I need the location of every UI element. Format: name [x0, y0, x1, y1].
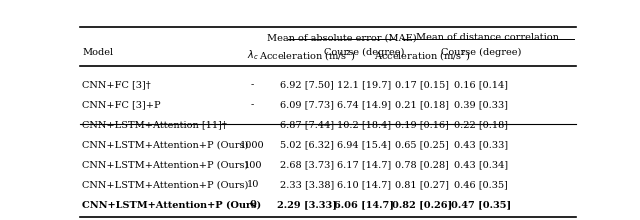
Text: Acceleration (m/s$^2$): Acceleration (m/s$^2$)	[374, 48, 470, 63]
Text: 5.02 [6.32]: 5.02 [6.32]	[280, 141, 334, 150]
Text: Course (degree): Course (degree)	[324, 48, 404, 57]
Text: 6.94 [15.4]: 6.94 [15.4]	[337, 141, 390, 150]
Text: CNN+FC [3]+P: CNN+FC [3]+P	[83, 101, 161, 110]
Text: 2.33 [3.38]: 2.33 [3.38]	[280, 180, 334, 189]
Text: 0.82 [0.26]: 0.82 [0.26]	[392, 200, 452, 209]
Text: 2.68 [3.73]: 2.68 [3.73]	[280, 161, 334, 169]
Text: 0.81 [0.27]: 0.81 [0.27]	[396, 180, 449, 189]
Text: $\lambda_c$: $\lambda_c$	[246, 48, 259, 62]
Text: CNN+LSTM+Attention+P (Ours): CNN+LSTM+Attention+P (Ours)	[83, 200, 262, 209]
Text: CNN+LSTM+Attention+P (Ours): CNN+LSTM+Attention+P (Ours)	[83, 161, 249, 169]
Text: 1000: 1000	[240, 141, 265, 150]
Text: 6.92 [7.50]: 6.92 [7.50]	[280, 81, 334, 90]
Text: 0.21 [0.18]: 0.21 [0.18]	[396, 101, 449, 110]
Text: 0: 0	[249, 200, 256, 209]
Text: 2.29 [3.33]: 2.29 [3.33]	[277, 200, 337, 209]
Text: Mean of absolute error (MAE): Mean of absolute error (MAE)	[267, 33, 416, 42]
Text: 6.09 [7.73]: 6.09 [7.73]	[280, 101, 334, 110]
Text: 6.10 [14.7]: 6.10 [14.7]	[337, 180, 391, 189]
Text: 0.78 [0.28]: 0.78 [0.28]	[396, 161, 449, 169]
Text: -: -	[251, 101, 254, 110]
Text: 0.19 [0.16]: 0.19 [0.16]	[396, 121, 449, 130]
Text: 6.17 [14.7]: 6.17 [14.7]	[337, 161, 391, 169]
Text: -: -	[251, 121, 254, 130]
Text: 6.74 [14.9]: 6.74 [14.9]	[337, 101, 391, 110]
Text: Mean of distance correlation: Mean of distance correlation	[416, 33, 559, 42]
Text: 0.39 [0.33]: 0.39 [0.33]	[454, 101, 508, 110]
Text: CNN+LSTM+Attention+P (Ours): CNN+LSTM+Attention+P (Ours)	[83, 141, 249, 150]
Text: CNN+LSTM+Attention [11]†: CNN+LSTM+Attention [11]†	[83, 121, 227, 130]
Text: Model: Model	[83, 48, 114, 57]
Text: -: -	[251, 81, 254, 90]
Text: 100: 100	[243, 161, 262, 169]
Text: 10.2 [18.4]: 10.2 [18.4]	[337, 121, 391, 130]
Text: 6.87 [7.44]: 6.87 [7.44]	[280, 121, 334, 130]
Text: 0.22 [0.18]: 0.22 [0.18]	[454, 121, 508, 130]
Text: 0.46 [0.35]: 0.46 [0.35]	[454, 180, 508, 189]
Text: CNN+FC [3]†: CNN+FC [3]†	[83, 81, 151, 90]
Text: 0.43 [0.33]: 0.43 [0.33]	[454, 141, 508, 150]
Text: Acceleration (m/s$^2$): Acceleration (m/s$^2$)	[259, 48, 355, 63]
Text: 0.43 [0.34]: 0.43 [0.34]	[454, 161, 508, 169]
Text: 0.65 [0.25]: 0.65 [0.25]	[396, 141, 449, 150]
Text: Course (degree): Course (degree)	[440, 48, 521, 57]
Text: 0.16 [0.14]: 0.16 [0.14]	[454, 81, 508, 90]
Text: 0.47 [0.35]: 0.47 [0.35]	[451, 200, 511, 209]
Text: 0.17 [0.15]: 0.17 [0.15]	[396, 81, 449, 90]
Text: 12.1 [19.7]: 12.1 [19.7]	[337, 81, 391, 90]
Text: 10: 10	[246, 180, 259, 189]
Text: CNN+LSTM+Attention+P (Ours): CNN+LSTM+Attention+P (Ours)	[83, 180, 249, 189]
Text: 6.06 [14.7]: 6.06 [14.7]	[333, 200, 394, 209]
